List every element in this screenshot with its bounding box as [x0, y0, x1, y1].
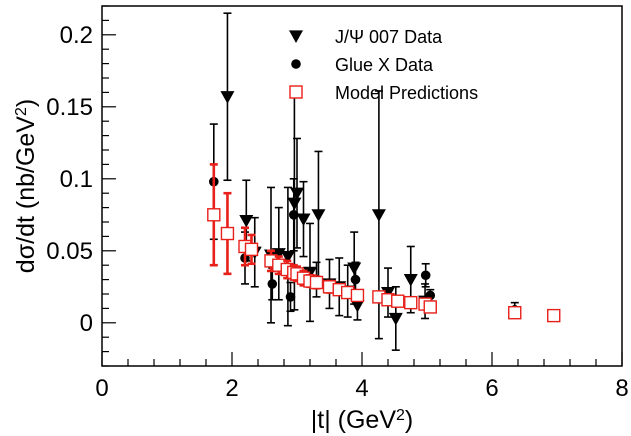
legend-marker-0	[289, 30, 303, 43]
tick-labels: 0 2 4 6 8 0 0.05 0.1 0.15 0.2	[46, 22, 628, 402]
data-point	[288, 210, 299, 220]
data-point	[267, 279, 278, 289]
legend-label-0: J/Ψ 007 Data	[335, 27, 443, 47]
x-tick-label: 6	[485, 375, 498, 402]
data-point	[309, 275, 324, 290]
x-tick-label: 4	[355, 375, 368, 402]
legend-marker-1	[291, 59, 301, 69]
data-marks	[207, 12, 561, 351]
data-point	[420, 270, 431, 281]
data-point	[296, 213, 311, 227]
data-point	[391, 294, 405, 308]
y-tick-label: 0.05	[46, 238, 93, 265]
x-tick-label: 2	[225, 375, 238, 402]
y-tick-label: 0.2	[60, 22, 93, 49]
data-point	[508, 306, 522, 320]
y-tick-label: 0	[80, 310, 93, 337]
x-axis-title: |t| (GeV2)	[311, 406, 413, 434]
data-point	[404, 295, 418, 310]
x-axis-title-main: |t| (GeV	[311, 406, 397, 434]
data-point	[388, 312, 403, 326]
legend-label-2: Model Predictions	[335, 83, 478, 103]
x-tick-label: 8	[615, 375, 628, 402]
y-axis-title-tail: )	[12, 99, 40, 107]
data-point	[244, 242, 259, 257]
data-point	[403, 274, 418, 287]
y-axis-title-sup: 2	[13, 107, 30, 116]
data-point	[220, 91, 235, 104]
data-point	[280, 250, 295, 264]
x-axis-title-sup: 2	[396, 407, 405, 424]
data-point	[547, 308, 561, 323]
data-point	[350, 288, 365, 303]
x-tick-label: 0	[95, 375, 108, 402]
data-point	[350, 299, 365, 313]
data-point	[285, 292, 296, 302]
data-point	[220, 226, 235, 241]
data-point	[347, 262, 362, 276]
y-tick-label: 0.1	[60, 166, 93, 193]
data-point	[311, 209, 326, 222]
y-axis-title-main: dσ/dt (nb/GeV	[12, 116, 40, 274]
legend: J/Ψ 007 Data Glue X Data Model Predictions	[289, 27, 478, 103]
data-point	[207, 208, 221, 222]
data-point	[423, 300, 437, 314]
legend-marker-2	[289, 85, 303, 99]
series-2	[207, 163, 561, 323]
data-point	[239, 214, 254, 228]
y-tick-label: 0.15	[46, 94, 93, 121]
data-point	[371, 209, 386, 222]
x-axis-title-tail: )	[405, 406, 413, 434]
y-axis-title: dσ/dt (nb/GeV2)	[12, 99, 40, 273]
data-point	[350, 274, 361, 285]
legend-label-1: Glue X Data	[335, 55, 434, 75]
axis-ticks	[101, 5, 623, 367]
